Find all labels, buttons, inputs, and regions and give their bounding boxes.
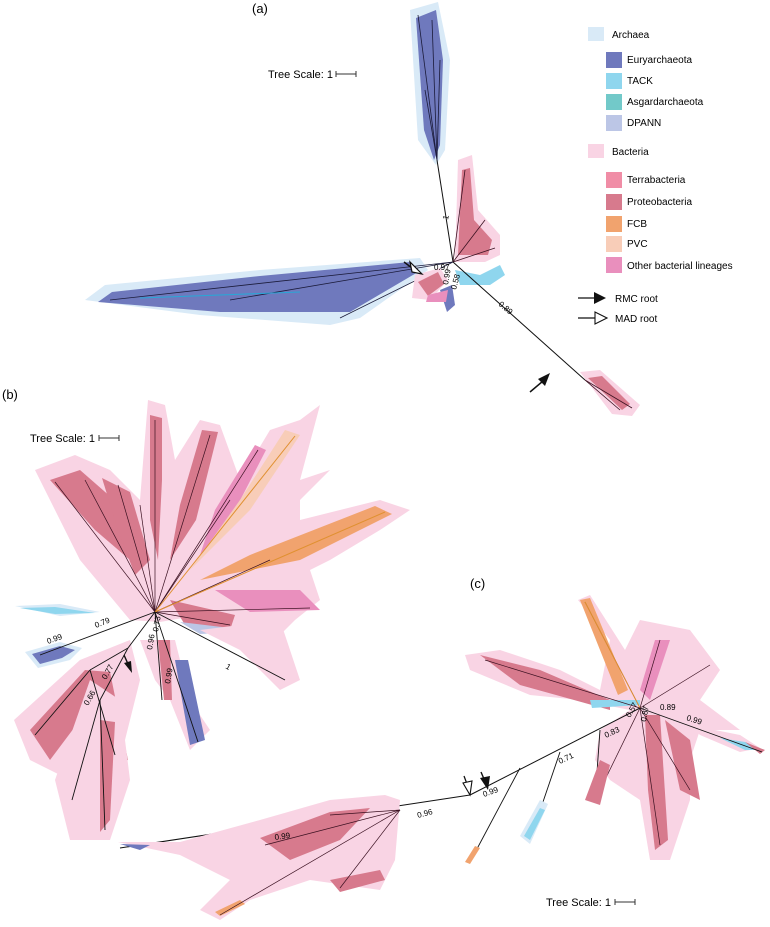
- legend-pvc-swatch: [606, 236, 622, 252]
- legend-archaea-label: Archaea: [612, 30, 650, 41]
- support-value: 0.96: [416, 807, 434, 820]
- support-value: 0.58: [449, 273, 462, 291]
- panel-c-mad-root-arrow: [462, 775, 473, 797]
- legend-rmc-root-label: RMC root: [615, 294, 658, 305]
- support-value: 0.99: [441, 268, 453, 285]
- support-value: 0.99: [274, 831, 291, 842]
- panel-b-rmc-root-arrow: [123, 654, 132, 673]
- legend-dpann-swatch: [606, 115, 622, 131]
- legend-euryarchaeota-label: Euryarchaeota: [627, 55, 692, 66]
- panel-b-lower-clades: [14, 611, 300, 840]
- legend-dpann-label: DPANN: [627, 118, 661, 129]
- legend-euryarchaeota-swatch: [606, 52, 622, 68]
- legend-other-bacterial-swatch: [606, 257, 622, 273]
- legend-pvc-label: PVC: [627, 239, 648, 250]
- legend-proteobacteria-label: Proteobacteria: [627, 197, 692, 208]
- panel-c-label: (c): [470, 576, 485, 591]
- panel-c-scale-label: Tree Scale: 1: [546, 897, 611, 909]
- support-value: 0.79: [93, 615, 111, 629]
- panel-a: (a) Tree Scale: 1: [85, 1, 733, 416]
- support-value: 1: [224, 662, 233, 672]
- legend-proteobacteria-swatch: [606, 194, 622, 210]
- panel-c-lower-left-clades: [118, 795, 401, 920]
- legend-terrabacteria-swatch: [606, 172, 622, 188]
- legend-rmc-root-arrow-icon: [578, 292, 606, 304]
- panel-a-mad-root-arrow: [403, 260, 424, 275]
- support-value: 0.73: [151, 615, 163, 632]
- panel-c-rmc-root-arrow: [480, 771, 490, 790]
- panel-b-scale-label: Tree Scale: 1: [30, 433, 95, 445]
- panel-a-archaea-left-clade: [85, 258, 454, 325]
- support-value: 0.89: [660, 703, 676, 712]
- legend-terrabacteria-label: Terrabacteria: [627, 175, 686, 186]
- legend-mad-root-label: MAD root: [615, 314, 657, 325]
- panel-b-fan-clades: [15, 400, 410, 640]
- legend-other-bacterial-label: Other bacterial lineages: [627, 261, 733, 272]
- legend-asgardarchaeota-swatch: [606, 94, 622, 110]
- legend-bacteria-label: Bacteria: [612, 147, 649, 158]
- legend-fcb-swatch: [606, 216, 622, 232]
- panel-a-lower-right-clade: [452, 261, 640, 416]
- legend: Archaea Euryarchaeota TACK Asgardarchaeo…: [578, 27, 733, 325]
- panel-b: (b) Tree Scale: 1: [2, 387, 410, 840]
- panel-a-rmc-root-arrow: [529, 373, 550, 393]
- support-value: 0.96: [145, 633, 157, 650]
- legend-archaea-swatch: [588, 27, 604, 41]
- legend-fcb-label: FCB: [627, 219, 647, 230]
- legend-tack-label: TACK: [627, 76, 653, 87]
- panel-c-fan-clades: [465, 595, 765, 860]
- legend-tack-swatch: [606, 73, 622, 89]
- legend-asgardarchaeota-label: Asgardarchaeota: [627, 97, 704, 108]
- support-value: 1: [441, 214, 451, 220]
- support-value: 0.99: [163, 667, 175, 684]
- panel-a-scale-label: Tree Scale: 1: [268, 69, 333, 81]
- panel-a-bacteria-clades: [412, 155, 505, 312]
- panel-a-label: (a): [252, 1, 268, 16]
- panel-b-label: (b): [2, 387, 18, 402]
- panel-b-scale-bar: [98, 435, 120, 441]
- panel-c-scale-bar: [614, 899, 636, 905]
- panel-a-scale-bar: [335, 71, 357, 77]
- legend-bacteria-swatch: [588, 144, 604, 158]
- support-value: 0.97: [434, 263, 450, 272]
- panel-c: (c) Tree Scale: 1: [118, 576, 765, 920]
- support-value: 0.99: [482, 785, 500, 799]
- support-value: 0.87: [639, 705, 651, 722]
- panel-a-archaea-top-clade: [410, 2, 454, 263]
- legend-mad-root-arrow-icon: [578, 311, 609, 325]
